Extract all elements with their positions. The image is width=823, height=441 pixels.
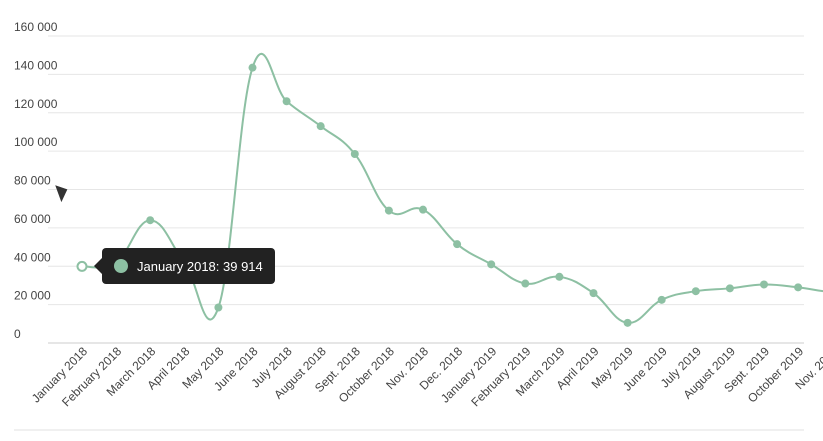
- data-point[interactable]: [657, 295, 666, 304]
- tooltip-text: January 2018: 39 914: [137, 258, 263, 274]
- data-point[interactable]: [487, 260, 496, 269]
- data-point[interactable]: [521, 279, 530, 288]
- data-point-highlighted[interactable]: [76, 260, 88, 272]
- y-tick-label: 160 000: [14, 20, 58, 34]
- y-tick-label: 140 000: [14, 58, 58, 72]
- y-tick-label: 20 000: [14, 289, 51, 303]
- data-point[interactable]: [146, 216, 155, 225]
- data-point[interactable]: [691, 287, 700, 296]
- y-tick-label: 60 000: [14, 212, 51, 226]
- data-point[interactable]: [316, 122, 325, 131]
- data-point[interactable]: [453, 240, 462, 249]
- data-point[interactable]: [589, 289, 598, 298]
- data-point[interactable]: [282, 97, 291, 106]
- y-tick-label: 100 000: [14, 135, 58, 149]
- data-point[interactable]: [350, 150, 359, 159]
- y-tick-label: 120 000: [14, 97, 58, 111]
- data-point[interactable]: [760, 280, 768, 289]
- y-tick-label: 80 000: [14, 174, 51, 188]
- data-point[interactable]: [248, 63, 257, 72]
- data-point[interactable]: [623, 318, 632, 327]
- data-point[interactable]: [214, 303, 223, 312]
- data-point[interactable]: [794, 283, 803, 292]
- data-point[interactable]: [419, 205, 427, 214]
- tooltip-series-dot: [114, 259, 128, 273]
- y-tick-label: 0: [14, 327, 21, 341]
- data-tooltip: January 2018: 39 914: [94, 248, 275, 284]
- data-point[interactable]: [555, 272, 564, 281]
- y-tick-label: 40 000: [14, 250, 51, 264]
- data-point[interactable]: [725, 284, 734, 293]
- data-point[interactable]: [384, 206, 393, 215]
- tooltip-arrow: [94, 258, 102, 274]
